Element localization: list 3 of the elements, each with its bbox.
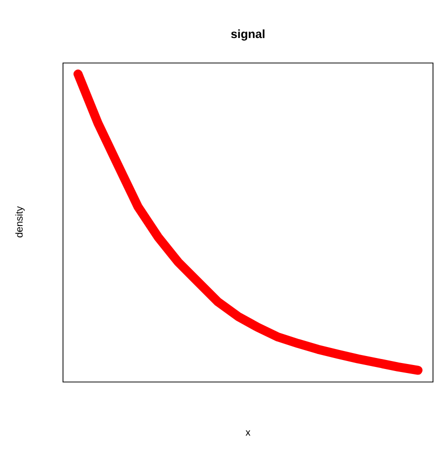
y-axis-title: density xyxy=(15,206,25,238)
chart-title: signal xyxy=(231,29,264,41)
x-axis-title: x xyxy=(246,430,250,436)
